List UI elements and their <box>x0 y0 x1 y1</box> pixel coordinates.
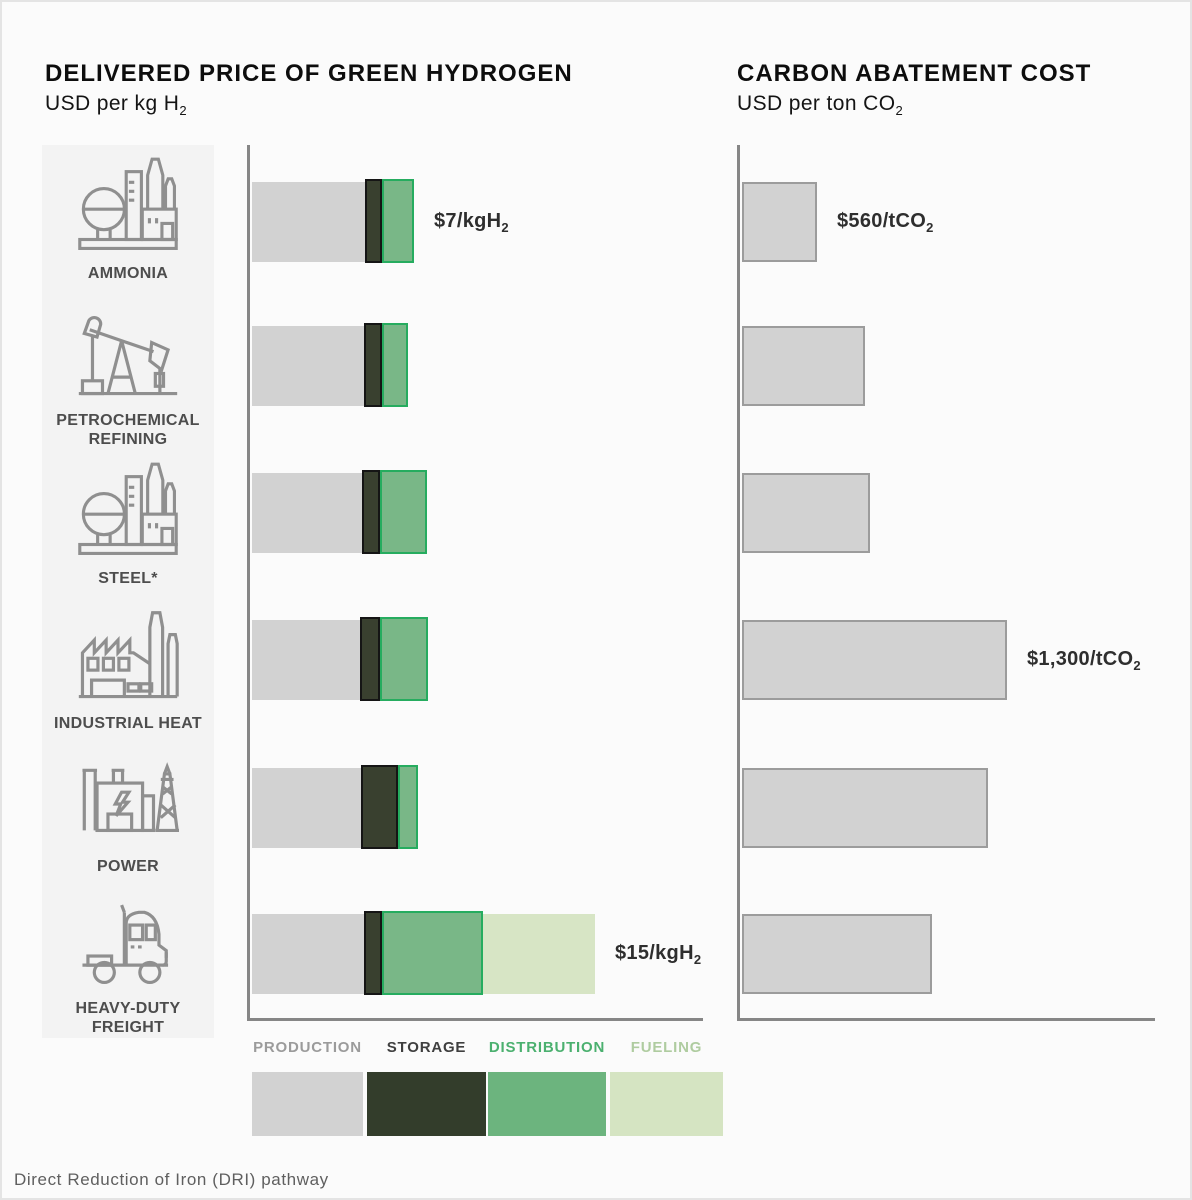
legend-item-fueling: FUELING <box>610 1038 723 1136</box>
bar-row: $15/kgH2 <box>252 911 702 995</box>
legend-swatch-storage <box>367 1072 486 1136</box>
factory-icon <box>72 600 184 702</box>
hydrogen-price-chart: $7/kgH2 $15/kgH2 <box>247 145 703 1021</box>
bar-segment-distribution <box>382 179 414 263</box>
bar-row <box>252 323 408 407</box>
abatement-cost-bar <box>742 326 865 406</box>
chemical-plant-icon <box>72 152 184 252</box>
legend-item-storage: STORAGE <box>367 1038 486 1136</box>
oil-pumpjack-icon <box>72 297 184 399</box>
bar-segment-storage <box>365 179 382 263</box>
abatement-cost-chart: $560/tCO2 $1,300/tCO2 <box>737 145 1155 1021</box>
sector-industrial-heat: INDUSTRIAL HEAT <box>42 600 214 733</box>
sector-label: STEEL* <box>98 570 158 587</box>
legend-label: DISTRIBUTION <box>488 1039 606 1056</box>
sector-label: POWER <box>97 858 159 875</box>
footnote: Direct Reduction of Iron (DRI) pathway <box>14 1170 329 1189</box>
bar-segment-production <box>252 914 364 994</box>
bar-segment-storage <box>364 323 382 407</box>
sector-label: INDUSTRIAL HEAT <box>54 715 202 732</box>
left-chart-title: DELIVERED PRICE OF GREEN HYDROGEN <box>45 60 573 87</box>
sector-power: POWER <box>42 743 214 876</box>
semi-truck-icon <box>72 885 184 987</box>
left-chart-header: DELIVERED PRICE OF GREEN HYDROGEN USD pe… <box>45 60 573 118</box>
legend-item-production: PRODUCTION <box>252 1038 363 1136</box>
bar-segment-storage <box>362 470 380 554</box>
bar-row <box>742 473 870 553</box>
bar-row <box>252 470 427 554</box>
sector-heavy-duty-freight: HEAVY-DUTY FREIGHT <box>42 885 214 1037</box>
legend-label: FUELING <box>630 1039 703 1056</box>
bar-segment-storage <box>364 911 382 995</box>
bar-segment-production <box>252 768 361 848</box>
legend-swatch-fueling <box>610 1072 723 1136</box>
bar-row: $560/tCO2 <box>742 182 934 262</box>
sector-petrochemical-refining: PETROCHEMICAL REFINING <box>42 297 214 449</box>
abatement-cost-bar <box>742 182 817 262</box>
chemical-plant-icon <box>72 457 184 557</box>
bar-segment-distribution <box>398 765 418 849</box>
bar-row: $1,300/tCO2 <box>742 620 1141 700</box>
power-plant-icon <box>72 743 184 845</box>
legend-label: PRODUCTION <box>253 1039 362 1056</box>
bar-row <box>252 617 428 701</box>
value-annotation: $15/kgH2 <box>615 941 702 967</box>
sector-label: AMMONIA <box>87 265 169 282</box>
legend-label: STORAGE <box>386 1039 467 1056</box>
bar-row <box>252 765 418 849</box>
bar-segment-storage <box>361 765 398 849</box>
sector-ammonia: AMMONIA <box>42 152 214 283</box>
legend-swatch-distribution <box>488 1072 606 1136</box>
right-chart-header: CARBON ABATEMENT COST USD per ton CO2 <box>737 60 1091 118</box>
bar-segment-distribution <box>382 911 483 995</box>
bar-segment-distribution <box>380 470 427 554</box>
abatement-cost-bar <box>742 473 870 553</box>
sector-label: PETROCHEMICAL REFINING <box>56 412 200 448</box>
bar-segment-production <box>252 473 362 553</box>
bar-row: $7/kgH2 <box>252 179 509 263</box>
bar-segment-production <box>252 326 364 406</box>
abatement-cost-bar <box>742 768 988 848</box>
bar-segment-storage <box>360 617 380 701</box>
left-chart-subtitle: USD per kg H2 <box>45 92 187 119</box>
sector-label: HEAVY-DUTY FREIGHT <box>75 1000 181 1036</box>
abatement-cost-bar <box>742 620 1007 700</box>
value-annotation: $560/tCO2 <box>837 209 934 235</box>
bar-segment-distribution <box>380 617 428 701</box>
sector-steel: STEEL* <box>42 457 214 588</box>
right-chart-title: CARBON ABATEMENT COST <box>737 60 1092 87</box>
bar-segment-production <box>252 182 365 262</box>
value-annotation: $1,300/tCO2 <box>1027 647 1141 673</box>
bar-segment-production <box>252 620 360 700</box>
bar-row <box>742 914 932 994</box>
legend-item-distribution: DISTRIBUTION <box>488 1038 606 1136</box>
abatement-cost-bar <box>742 914 932 994</box>
right-chart-subtitle: USD per ton CO2 <box>737 92 904 119</box>
bar-segment-fueling <box>483 914 595 994</box>
legend-swatch-production <box>252 1072 363 1136</box>
sector-panel: AMMONIA PETROCHEMICAL REFINING <box>42 145 214 1038</box>
bar-row <box>742 768 988 848</box>
bar-row <box>742 326 865 406</box>
value-annotation: $7/kgH2 <box>434 209 509 235</box>
bar-segment-distribution <box>382 323 408 407</box>
